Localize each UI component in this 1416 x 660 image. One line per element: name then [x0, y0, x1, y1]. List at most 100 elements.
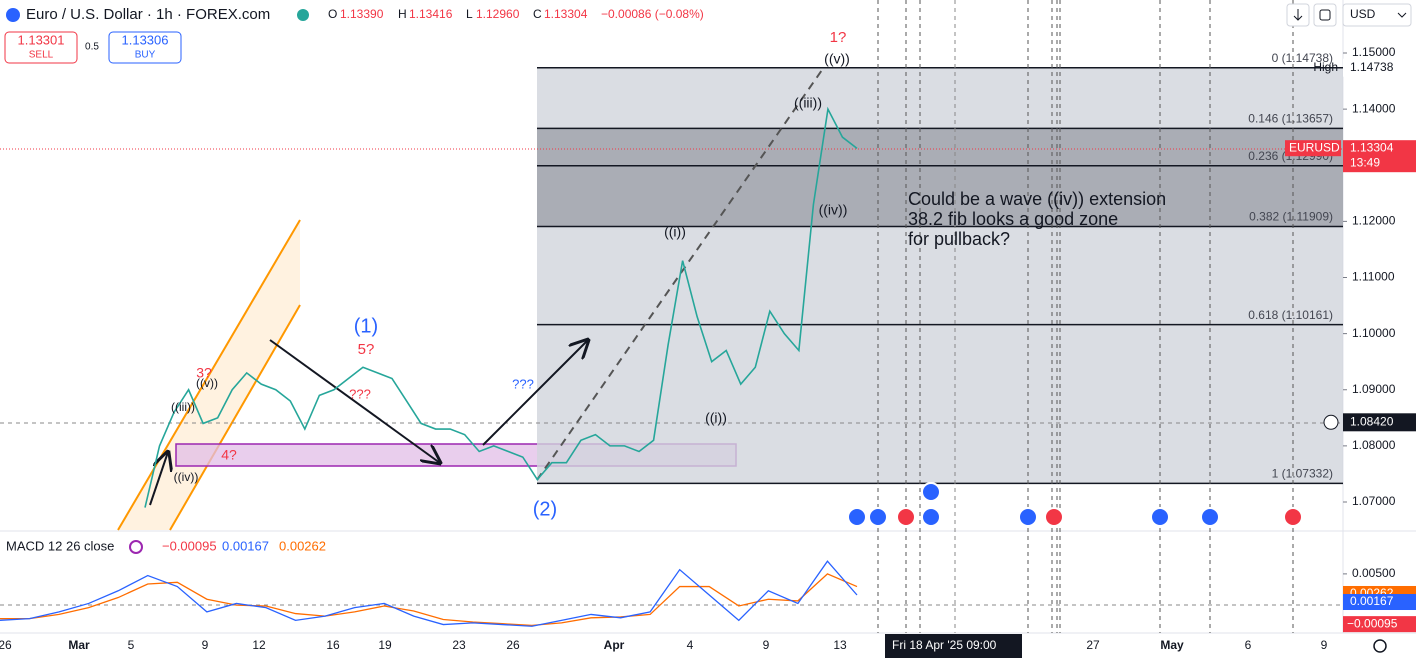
y-tick-label: 0.00500 — [1352, 566, 1396, 580]
settings-icon[interactable] — [1373, 639, 1387, 653]
ohlc-value: 1.13390 — [340, 7, 384, 21]
wave-label: ((iv)) — [174, 470, 199, 484]
arrow — [482, 340, 588, 446]
macd-tag-label: 0.00167 — [1350, 594, 1394, 608]
x-tick-label: May — [1160, 638, 1184, 652]
wave-label: ((v)) — [824, 51, 850, 67]
countdown: 13:49 — [1350, 155, 1380, 169]
fib-label: 0 (1.14738) — [1272, 51, 1333, 65]
macd-line — [0, 560, 858, 627]
fib-label: 0.146 (1.13657) — [1248, 112, 1333, 126]
sell-button[interactable] — [4, 31, 78, 64]
ohlc-key: C — [533, 7, 542, 21]
last-tag-bg — [1343, 140, 1416, 173]
event-icon — [1044, 507, 1064, 527]
y-tick-label: 1.12000 — [1352, 214, 1396, 228]
crosshair-tag — [1343, 413, 1416, 432]
fib-label: 0.382 (1.11909) — [1249, 210, 1333, 224]
currency-select[interactable] — [1342, 3, 1412, 27]
ohlc-value: 1.12960 — [476, 7, 520, 21]
symbol-tag-label: EURUSD — [1289, 140, 1340, 154]
sell-price: 1.13301 — [18, 32, 65, 47]
x-tick-label: Apr — [604, 638, 625, 652]
time-crosshair-tag — [885, 634, 1022, 658]
x-tick-label: 23 — [452, 638, 466, 652]
hist-value: −0.00095 — [162, 538, 217, 553]
x-tick-label: 5 — [128, 638, 135, 652]
market-status — [297, 9, 309, 21]
event-icon — [896, 507, 916, 527]
icon — [1373, 639, 1387, 653]
high-label: High — [1313, 60, 1338, 74]
x-tick-label: 26 — [0, 638, 12, 652]
x-tick-label: 9 — [763, 638, 770, 652]
macd-tag — [1343, 616, 1416, 633]
wave-label: ((iv)) — [819, 202, 848, 218]
reset-button[interactable] — [1313, 3, 1337, 27]
y-tick-label: 1.08000 — [1352, 438, 1396, 452]
x-tick-label: Mar — [68, 638, 90, 652]
currency: USD — [1350, 7, 1376, 21]
event-icon — [847, 507, 867, 527]
y-tick-label: 1.14000 — [1352, 101, 1396, 115]
x-tick-label: 4 — [687, 638, 694, 652]
wave-label: ??? — [512, 376, 534, 391]
wave-label: ((iii)) — [794, 95, 822, 111]
y-tick-label: 1.11000 — [1352, 270, 1395, 284]
indicator-icon — [129, 540, 143, 554]
macd-value: 0.00167 — [222, 538, 269, 553]
x-tick-label: 19 — [378, 638, 392, 652]
x-tick-label: 16 — [326, 638, 340, 652]
macd-tag — [1343, 594, 1416, 611]
y-tick-label: 1.15000 — [1352, 45, 1396, 59]
icon — [1319, 9, 1331, 21]
macd-title: MACD 12 26 close — [6, 538, 114, 553]
ohlc-key: O — [328, 7, 337, 21]
note-line: 38.2 fib looks a good zone — [908, 209, 1118, 229]
high-value-bg — [1343, 58, 1416, 77]
x-tick-label: 12 — [252, 638, 266, 652]
symbol-tag — [1285, 140, 1341, 157]
ohlc-value: 1.13304 — [544, 7, 588, 21]
event-icon — [921, 482, 941, 502]
wave-label: ((iii)) — [171, 400, 195, 414]
crosshair-label: 1.08420 — [1350, 414, 1394, 428]
y-tick-label: 1.09000 — [1352, 382, 1396, 396]
wave-label: ((v)) — [196, 376, 218, 390]
note-line: Could be a wave ((iv)) extension — [908, 189, 1166, 209]
ohlc-key: L — [466, 7, 473, 21]
wave-label: 5? — [358, 341, 375, 358]
fib-label: 0.618 (1.10161) — [1248, 308, 1333, 322]
spread: 0.5 — [85, 42, 99, 53]
buy-button[interactable] — [108, 31, 182, 64]
event-icon — [868, 507, 888, 527]
event-icon — [921, 507, 941, 527]
wave-label: ??? — [349, 386, 371, 401]
icon — [1397, 12, 1407, 18]
symbol-title: Euro / U.S. Dollar · 1h · FOREX.com — [26, 6, 270, 23]
wave-label: (2) — [533, 498, 557, 520]
channel-line — [169, 304, 301, 531]
event-icon — [1200, 507, 1220, 527]
x-tick-label: 26 — [506, 638, 520, 652]
event-icon — [1283, 507, 1303, 527]
price-line — [144, 106, 858, 508]
buy-price: 1.13306 — [122, 32, 169, 47]
arrow — [269, 339, 440, 463]
x-tick-label: 27 — [1086, 638, 1100, 652]
signal-line — [0, 573, 858, 627]
fib-label: 1 (1.07332) — [1272, 467, 1333, 481]
icon — [1293, 9, 1303, 21]
symbol-icon — [6, 8, 20, 22]
fib-band — [537, 128, 1343, 227]
y-tick-label: 1.07000 — [1352, 494, 1396, 508]
x-tick-label: 9 — [202, 638, 209, 652]
y-tick-label: 1.10000 — [1352, 326, 1396, 340]
channel-line — [117, 219, 301, 531]
sell-label: SELL — [29, 50, 54, 61]
wave-label: 3? — [196, 365, 212, 381]
x-tick-label: 13 — [833, 638, 847, 652]
macd-tag-label: −0.00095 — [1347, 616, 1398, 630]
event-icon — [1018, 507, 1038, 527]
